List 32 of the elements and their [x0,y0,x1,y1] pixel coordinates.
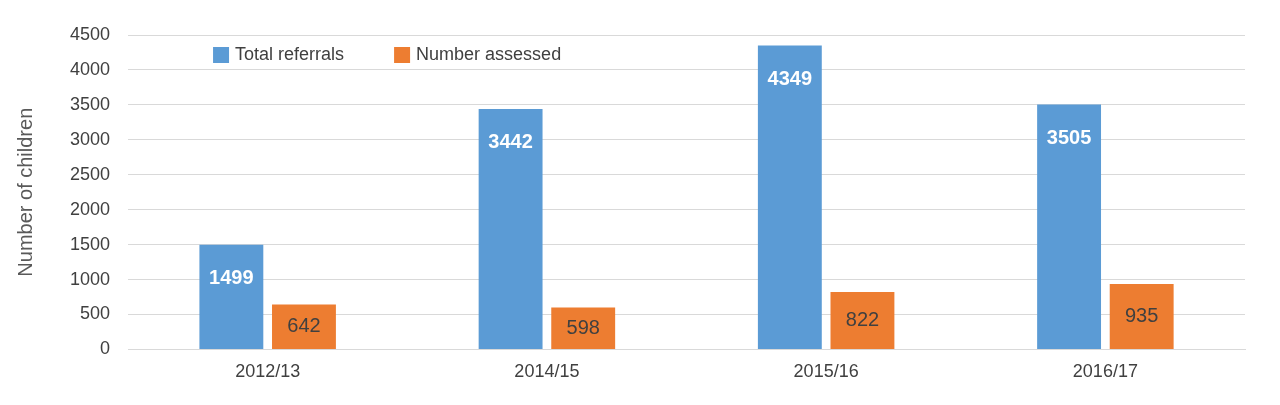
data-label: 3505 [1046,126,1092,149]
bar [272,304,336,349]
bar [1037,104,1102,349]
data-label: 822 [845,307,880,330]
y-tick-label: 4000 [70,58,111,79]
data-label: 4349 [767,67,813,90]
y-tick-label: 3500 [70,93,111,114]
y-tick-label: 2000 [70,198,111,219]
x-tick-label: 2015/16 [793,361,859,382]
bar [757,45,822,349]
y-tick-label: 2500 [70,163,111,184]
bar [478,108,543,349]
x-tick-label: 2012/13 [235,361,301,382]
data-label: 1499 [209,266,254,289]
y-tick-label: 3000 [70,128,111,149]
y-tick-label: 1000 [70,268,111,289]
y-tick-label: 500 [80,303,111,324]
x-tick-label: 2016/17 [1072,361,1138,382]
y-tick-label: 1500 [70,233,111,254]
legend-label: Total referrals [235,43,345,64]
data-label: 3442 [488,130,533,153]
data-label: 935 [1124,304,1159,326]
y-tick-label: 0 [100,338,111,359]
x-tick-label: 2014/15 [514,361,580,382]
bar [199,244,264,349]
bar [830,291,895,349]
y-tick-label: 4500 [70,23,111,44]
y-axis-title: Number of children [13,107,36,277]
legend-label: Number assessed [416,43,562,64]
data-label: 598 [566,315,600,338]
bar [1109,284,1174,349]
data-label: 642 [287,314,321,337]
